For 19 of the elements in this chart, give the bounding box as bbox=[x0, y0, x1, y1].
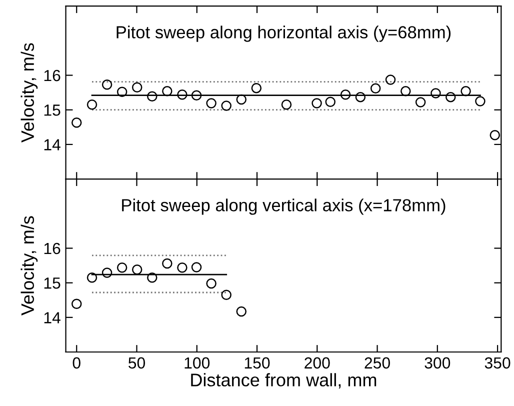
y-axis-title: Velocity, m/s bbox=[20, 216, 38, 316]
x-tick-label: 150 bbox=[244, 357, 270, 369]
y-tick-label: 16 bbox=[44, 242, 60, 254]
y-tick-label: 15 bbox=[44, 104, 60, 116]
y-axis-title: Velocity, m/s bbox=[20, 43, 38, 142]
x-tick-label: 350 bbox=[484, 357, 510, 369]
x-tick-label: 250 bbox=[364, 357, 390, 369]
x-tick-label: 200 bbox=[304, 357, 330, 369]
x-tick-label: 50 bbox=[128, 357, 146, 369]
x-tick-label: 0 bbox=[72, 357, 80, 369]
x-tick-label: 300 bbox=[424, 357, 450, 369]
y-tick-label: 15 bbox=[44, 278, 60, 289]
y-tick-label: 16 bbox=[44, 70, 60, 82]
y-tick-label: 14 bbox=[44, 312, 60, 324]
x-tick-label: 100 bbox=[184, 357, 210, 369]
text: Pitot sweep along vertical axis (x=178mm) bbox=[122, 198, 446, 215]
y-tick-label: 14 bbox=[44, 139, 60, 150]
x-axis-title: Distance from wall, mm bbox=[191, 373, 376, 389]
text: Pitot sweep along horizontal axis (y=68mm) bbox=[116, 26, 451, 42]
